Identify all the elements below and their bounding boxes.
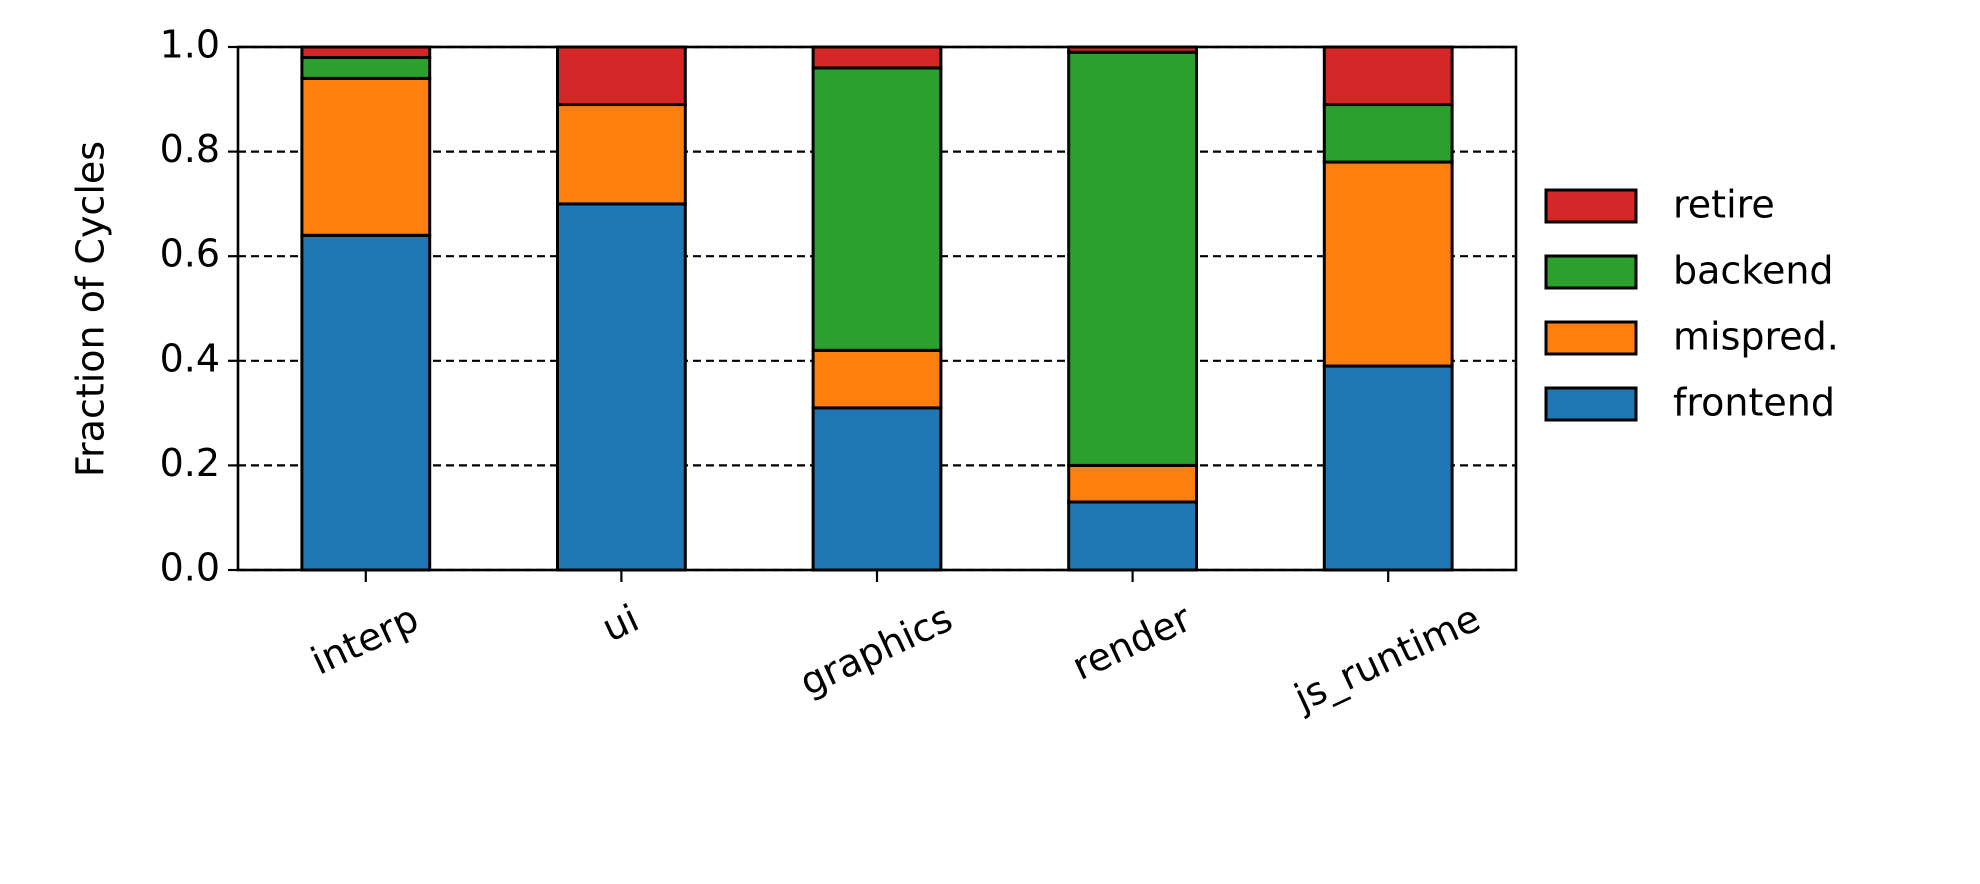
legend-swatch xyxy=(1544,320,1638,356)
x-tick-label: js_runtime xyxy=(1287,596,1487,720)
bar-segment xyxy=(556,103,687,206)
bar-segment xyxy=(811,66,943,352)
bar-segment xyxy=(300,233,432,572)
x-tick-label: interp xyxy=(304,596,425,683)
legend-label: backend xyxy=(1673,249,1834,293)
y-tick-label: 1.0 xyxy=(160,23,220,67)
legend-swatch xyxy=(1544,188,1638,224)
legend-swatch xyxy=(1544,254,1638,290)
bar-segment xyxy=(1322,160,1454,368)
bar-segment xyxy=(300,45,432,59)
legend-label: mispred. xyxy=(1673,315,1839,359)
legend-label: retire xyxy=(1673,183,1775,227)
legend-label: frontend xyxy=(1673,381,1835,425)
bar-segment xyxy=(1067,50,1198,467)
plot-frame xyxy=(236,45,1518,572)
x-tick-label: render xyxy=(1065,596,1198,689)
y-axis-label: Fraction of Cycles xyxy=(69,141,113,477)
y-tick-label: 0.6 xyxy=(160,232,220,276)
bar-segment xyxy=(1067,500,1198,572)
y-tick-label: 0.0 xyxy=(160,546,220,590)
bar-segment xyxy=(1322,103,1454,164)
bar-segment xyxy=(811,45,943,70)
y-tick-label: 0.8 xyxy=(160,127,220,171)
bar-segment xyxy=(300,76,432,237)
x-tick-label: graphics xyxy=(793,596,959,705)
bar-segment xyxy=(300,55,432,80)
bar-segment xyxy=(811,406,943,572)
bar-segment xyxy=(556,202,687,572)
legend-swatch xyxy=(1544,386,1638,422)
bar-segment xyxy=(1067,463,1198,504)
bar-segment xyxy=(556,45,687,107)
x-tick-label: ui xyxy=(595,596,645,651)
bar-segment xyxy=(1322,364,1454,572)
y-tick-label: 0.2 xyxy=(160,441,220,485)
bar-segment xyxy=(1322,45,1454,107)
bar-segment xyxy=(811,348,943,410)
y-tick-label: 0.4 xyxy=(160,336,220,380)
